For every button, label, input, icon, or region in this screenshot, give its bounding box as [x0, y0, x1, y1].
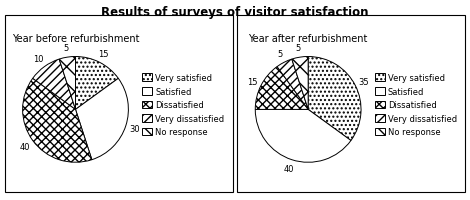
- Text: 5: 5: [296, 44, 301, 53]
- Wedge shape: [76, 79, 128, 160]
- Wedge shape: [277, 60, 308, 110]
- Text: 5: 5: [277, 50, 282, 59]
- Legend: Very satisfied, Satisfied, Dissatisfied, Very dissatisfied, No response: Very satisfied, Satisfied, Dissatisfied,…: [374, 73, 458, 138]
- Text: 35: 35: [359, 77, 369, 86]
- Wedge shape: [59, 57, 76, 110]
- Text: 15: 15: [99, 50, 109, 59]
- Text: 10: 10: [33, 55, 44, 64]
- Text: 5: 5: [63, 44, 68, 53]
- Text: 30: 30: [130, 125, 140, 134]
- Text: 40: 40: [283, 164, 294, 173]
- Title: Year before refurbishment: Year before refurbishment: [12, 33, 139, 43]
- Wedge shape: [76, 57, 118, 110]
- Legend: Very satisfied, Satisfied, Dissatisfied, Very dissatisfied, No response: Very satisfied, Satisfied, Dissatisfied,…: [141, 73, 225, 138]
- Text: 15: 15: [247, 77, 258, 86]
- Text: 40: 40: [20, 142, 30, 151]
- Wedge shape: [255, 67, 308, 110]
- Text: Results of surveys of visitor satisfaction: Results of surveys of visitor satisfacti…: [101, 6, 369, 19]
- Wedge shape: [308, 57, 361, 141]
- Wedge shape: [292, 57, 308, 110]
- Wedge shape: [33, 60, 76, 110]
- Title: Year after refurbishment: Year after refurbishment: [249, 33, 368, 43]
- Wedge shape: [255, 110, 351, 162]
- Wedge shape: [23, 79, 92, 162]
